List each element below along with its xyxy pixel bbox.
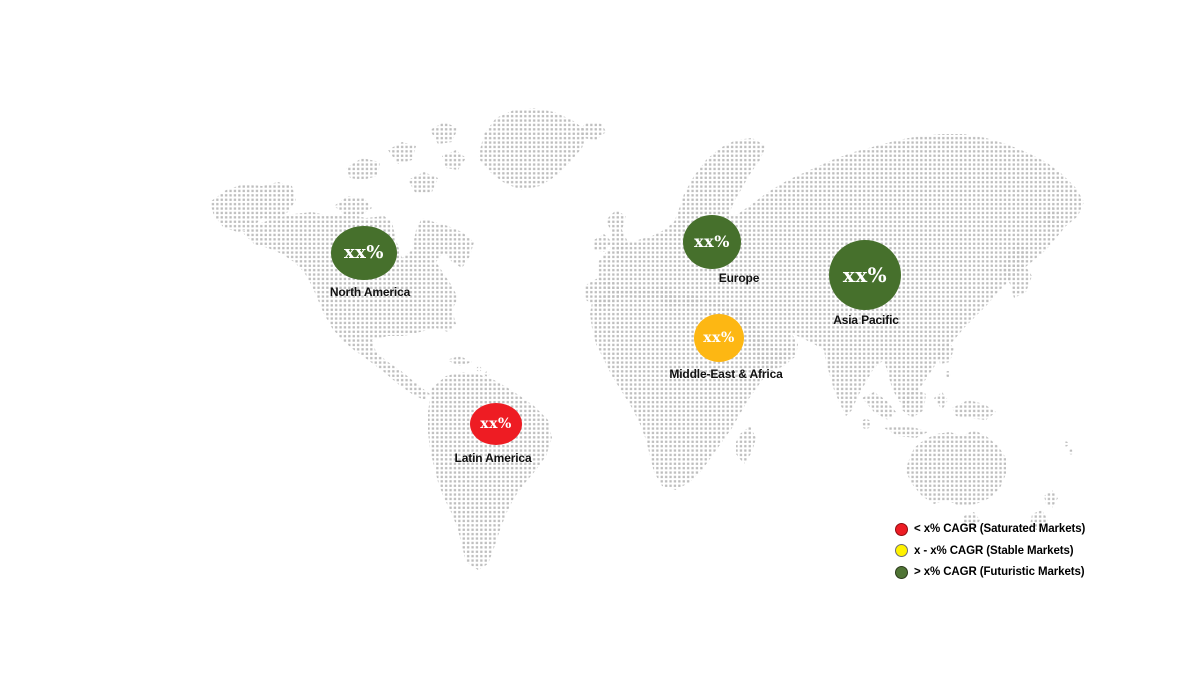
region-label-latin-america: Latin America (454, 451, 532, 465)
island-sumatra (862, 392, 896, 420)
island-philippines (945, 371, 951, 377)
arctic-islands (430, 122, 458, 144)
region-bubble-asia-pacific: xx% (829, 240, 901, 310)
region-bubble-europe: xx% (683, 215, 741, 269)
island-japan (1002, 242, 1032, 298)
island-new-zealand (1030, 510, 1048, 532)
continent-south-america (428, 372, 552, 570)
island-iceland (578, 122, 606, 140)
caribbean-islands (484, 371, 490, 377)
continent-greenland (478, 108, 588, 190)
caribbean-islands (446, 356, 472, 366)
legend-label: > x% CAGR (Futuristic Markets) (914, 566, 1085, 578)
legend-label: x - x% CAGR (Stable Markets) (914, 544, 1074, 557)
legend-row: < x% CAGR (Saturated Markets) (895, 522, 1085, 536)
region-value: xx% (343, 242, 385, 263)
region-value: xx% (694, 232, 730, 251)
legend-row: > x% CAGR (Futuristic Markets) (895, 565, 1085, 579)
arctic-islands (442, 150, 466, 170)
continent-australia (906, 430, 1006, 506)
island-madagascar (736, 426, 756, 464)
continent-north-america (242, 212, 474, 400)
pacific-island (1068, 449, 1074, 455)
region-value: xx% (480, 416, 512, 432)
island-sri-lanka (861, 419, 871, 429)
island-tasmania (964, 512, 980, 530)
island-new-guinea (952, 400, 996, 420)
island-sulawesi (934, 392, 948, 410)
region-label-europe: Europe (718, 271, 760, 285)
region-label-north-america: North America (329, 285, 411, 299)
region-bubble-north-america: xx% (331, 226, 397, 280)
region-value: xx% (842, 263, 888, 287)
island-java (884, 426, 928, 438)
arctic-islands (334, 196, 372, 216)
legend-dot (895, 522, 908, 536)
region-value: xx% (703, 330, 735, 346)
legend-label: < x% CAGR (Saturated Markets) (914, 523, 1086, 535)
island-uk (606, 210, 628, 254)
arctic-islands (388, 142, 416, 164)
region-label-middle-east-africa: Middle-East & Africa (669, 367, 783, 381)
island-new-zealand (1044, 490, 1058, 508)
caribbean-islands (476, 366, 482, 372)
region-label-asia-pacific: Asia Pacific (833, 313, 899, 327)
island-sakhalin (1044, 206, 1058, 228)
pacific-island (1063, 441, 1069, 447)
legend-dot (895, 544, 908, 557)
island-philippines (938, 340, 954, 364)
arctic-islands (408, 172, 438, 194)
legend-row: x - x% CAGR (Stable Markets) (895, 544, 1085, 558)
region-bubble-latin-america: xx% (470, 403, 522, 445)
cagr-legend: < x% CAGR (Saturated Markets) x - x% CAG… (895, 522, 1085, 587)
arctic-islands (346, 158, 380, 180)
island-ireland (594, 234, 612, 252)
legend-dot (895, 565, 908, 579)
region-bubble-middle-east-africa: xx% (694, 314, 744, 362)
island-borneo (902, 388, 926, 418)
